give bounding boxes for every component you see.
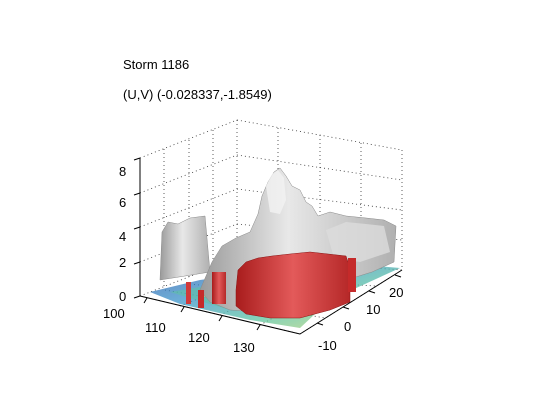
z-tick-8: 8 <box>119 164 126 179</box>
y-tick-0: 0 <box>344 319 351 334</box>
x-tick-110: 110 <box>145 320 166 335</box>
y-tick-neg10: -10 <box>318 338 337 353</box>
x-tick-120: 120 <box>188 330 210 345</box>
z-tick-2: 2 <box>119 255 126 270</box>
z-tick-6: 6 <box>119 195 126 210</box>
chart-title: Storm 1186 <box>123 57 190 72</box>
y-tick-20: 20 <box>389 285 403 300</box>
x-tick-100: 100 <box>103 306 125 321</box>
chart-subtitle: (U,V) (-0.028337,-1.8549) <box>123 87 272 102</box>
y-tick-10: 10 <box>366 302 380 317</box>
z-tick-4: 4 <box>119 229 126 244</box>
z-tick-0: 0 <box>119 289 126 304</box>
x-tick-130: 130 <box>233 340 255 355</box>
tick-marks <box>133 157 402 331</box>
red-isosurface <box>186 251 356 319</box>
